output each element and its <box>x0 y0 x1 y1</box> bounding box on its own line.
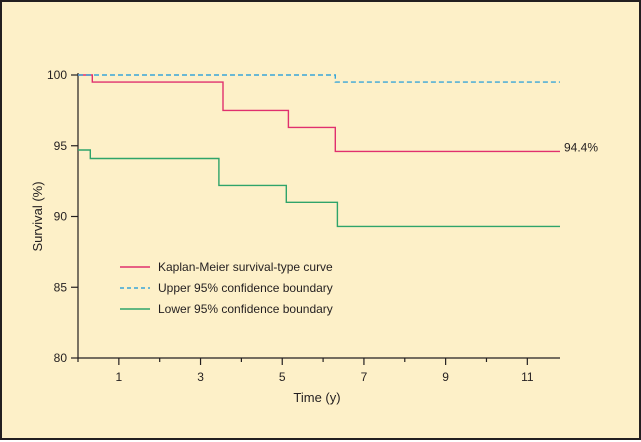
legend-label-upper: Upper 95% confidence boundary <box>158 281 333 295</box>
y-axis-title: Survival (%) <box>30 181 45 251</box>
y-ticks: 80 85 90 95 100 <box>47 68 78 365</box>
x-ticks: 1 3 5 7 9 11 <box>77 358 534 384</box>
series-km-line <box>78 74 560 153</box>
x-tick-label-5: 5 <box>279 370 286 384</box>
y-tick-label-85: 85 <box>54 280 68 294</box>
y-tick-label-90: 90 <box>54 210 68 224</box>
legend-label-lower: Lower 95% confidence boundary <box>158 302 333 316</box>
series-upper-line <box>78 74 560 83</box>
y-tick-label-80: 80 <box>54 351 68 365</box>
y-tick-label-100: 100 <box>47 68 67 82</box>
x-tick-label-1: 1 <box>116 370 123 384</box>
y-tick-label-95: 95 <box>54 139 68 153</box>
legend-label-km: Kaplan-Meier survival-type curve <box>158 260 333 274</box>
x-tick-label-7: 7 <box>361 370 368 384</box>
x-tick-label-9: 9 <box>442 370 449 384</box>
x-axis-title: Time (y) <box>293 390 340 405</box>
series-lines <box>78 74 560 228</box>
end-value-label: 94.4% <box>564 140 598 154</box>
x-tick-label-11: 11 <box>521 370 534 384</box>
x-tick-label-3: 3 <box>197 370 204 384</box>
series-lower-line <box>78 149 560 228</box>
legend: Kaplan-Meier survival-type curve Upper 9… <box>120 260 333 316</box>
axes <box>77 73 560 359</box>
